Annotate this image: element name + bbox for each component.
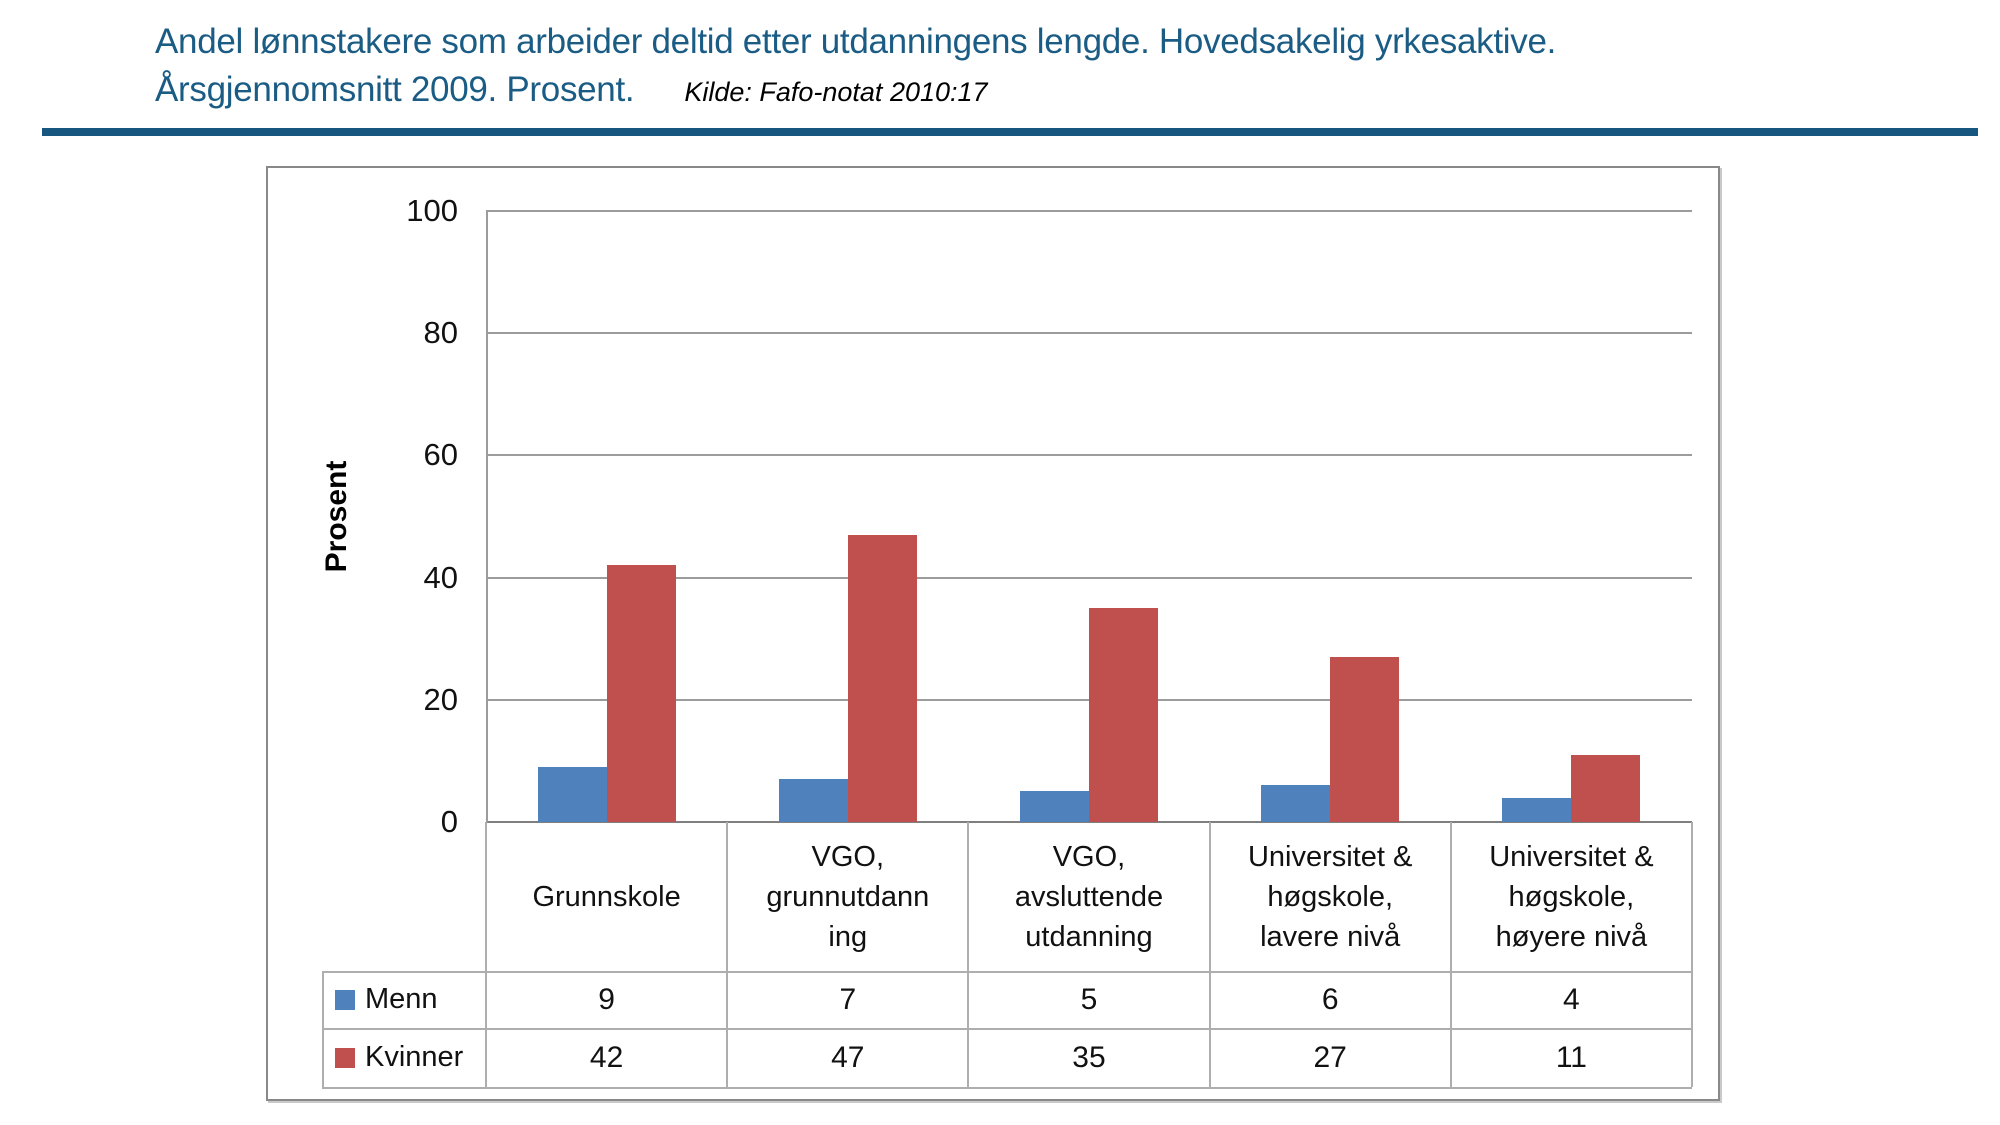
bar-kvinner-2 <box>847 534 917 822</box>
bar-menn-3 <box>1020 791 1089 822</box>
category-label-4: Universitet & høgskole, lavere nivå <box>1210 822 1451 971</box>
chart-frame: Prosent 0 20 40 60 80 100 Grunnskole VGO, grunnu… <box>266 166 1720 1101</box>
category-label-2: VGO, grunnutdann ing <box>727 822 968 971</box>
y-tick-label-60: 60 <box>423 437 458 473</box>
table-vline-legend-left <box>322 971 324 1087</box>
bar-kvinner-5 <box>1571 754 1641 822</box>
table-vline-3 <box>1208 822 1211 1087</box>
title-line-1: Andel lønnstakere som arbeider deltid et… <box>155 22 1557 61</box>
y-tick-label-80: 80 <box>423 315 458 351</box>
y-tick-label-100: 100 <box>406 193 458 228</box>
bar-menn-5 <box>1502 797 1572 822</box>
legend-label-kvinner: Kvinner <box>365 1041 464 1073</box>
y-axis-line <box>486 211 488 822</box>
table-value-menn-2: 7 <box>839 982 857 1016</box>
category-label-line: Universitet & <box>1489 840 1654 873</box>
table-vline-4 <box>1449 822 1452 1087</box>
bar-kvinner-1 <box>606 565 676 822</box>
gridline-40 <box>486 576 1692 579</box>
category-label-line: høgskole, <box>1508 880 1635 913</box>
category-label-line: VGO, <box>811 840 885 873</box>
chart-header: Andel lønnstakere som arbeider deltid et… <box>155 18 1556 114</box>
y-tick-label-0: 0 <box>440 804 458 839</box>
legend-swatch-kvinner <box>335 1047 355 1068</box>
title-row-2: Årsgjennomsnitt 2009. Prosent. Kilde: Fa… <box>155 66 1556 114</box>
legend-item-menn: Menn <box>322 971 486 1028</box>
source-note: Kilde: Fafo-notat 2010:17 <box>684 77 988 107</box>
legend-swatch-menn <box>335 989 355 1010</box>
gridline-100 <box>486 210 1692 212</box>
category-label-line: Universitet & <box>1247 840 1413 873</box>
table-hline-0 <box>322 971 1692 973</box>
table-value-kvinner-1: 42 <box>589 1040 624 1074</box>
bar-menn-4 <box>1261 785 1331 822</box>
category-label-line: utdanning <box>1025 920 1153 953</box>
category-label-line: høgskole, <box>1267 880 1394 913</box>
legend-item-kvinner: Kvinner <box>322 1028 486 1087</box>
table-vline-0 <box>485 822 487 1087</box>
category-label-line: ing <box>828 920 868 953</box>
gridline-60 <box>486 454 1692 457</box>
x-axis-line <box>486 821 1692 823</box>
category-label-line: høyere nivå <box>1495 920 1648 953</box>
y-tick-label-20: 20 <box>423 681 458 717</box>
table-value-menn-5: 4 <box>1563 982 1580 1016</box>
legend-label-menn: Menn <box>365 983 438 1015</box>
table-value-kvinner-5: 11 <box>1555 1040 1587 1074</box>
category-label-line: lavere nivå <box>1260 920 1401 953</box>
gridline-80 <box>486 332 1692 335</box>
category-label-1: Grunnskole <box>486 822 727 971</box>
table-hline-2 <box>322 1087 1692 1089</box>
table-value-menn-3: 5 <box>1080 982 1098 1016</box>
table-value-kvinner-3: 35 <box>1072 1040 1106 1074</box>
table-vline-5 <box>1691 822 1693 1087</box>
table-value-kvinner-4: 27 <box>1313 1040 1347 1074</box>
bar-kvinner-4 <box>1330 657 1400 822</box>
category-label-3: VGO, avsluttende utdanning <box>968 822 1209 971</box>
table-hline-1 <box>322 1028 1692 1030</box>
category-label-5: Universitet & høgskole, høyere nivå <box>1451 822 1692 971</box>
category-label-line: Grunnskole <box>532 880 681 913</box>
category-label-line: avsluttende <box>1014 880 1164 913</box>
y-tick-label-40: 40 <box>423 559 458 595</box>
table-value-menn-4: 6 <box>1321 982 1339 1016</box>
bar-kvinner-3 <box>1089 608 1158 822</box>
table-vline-1 <box>726 822 729 1087</box>
table-vline-2 <box>967 822 970 1087</box>
chart-canvas: 0 20 40 60 80 100 Grunnskole VGO, grunnutdann ing… <box>268 168 1718 1099</box>
bar-menn-2 <box>778 779 848 822</box>
bar-menn-1 <box>537 767 607 822</box>
table-value-kvinner-2: 47 <box>831 1040 865 1074</box>
title-divider-rule <box>42 128 1978 136</box>
category-label-line: VGO, <box>1052 840 1126 873</box>
title-line-2: Årsgjennomsnitt 2009. Prosent. <box>155 70 635 109</box>
category-label-line: grunnutdann <box>766 880 930 913</box>
table-value-menn-1: 9 <box>598 982 615 1016</box>
